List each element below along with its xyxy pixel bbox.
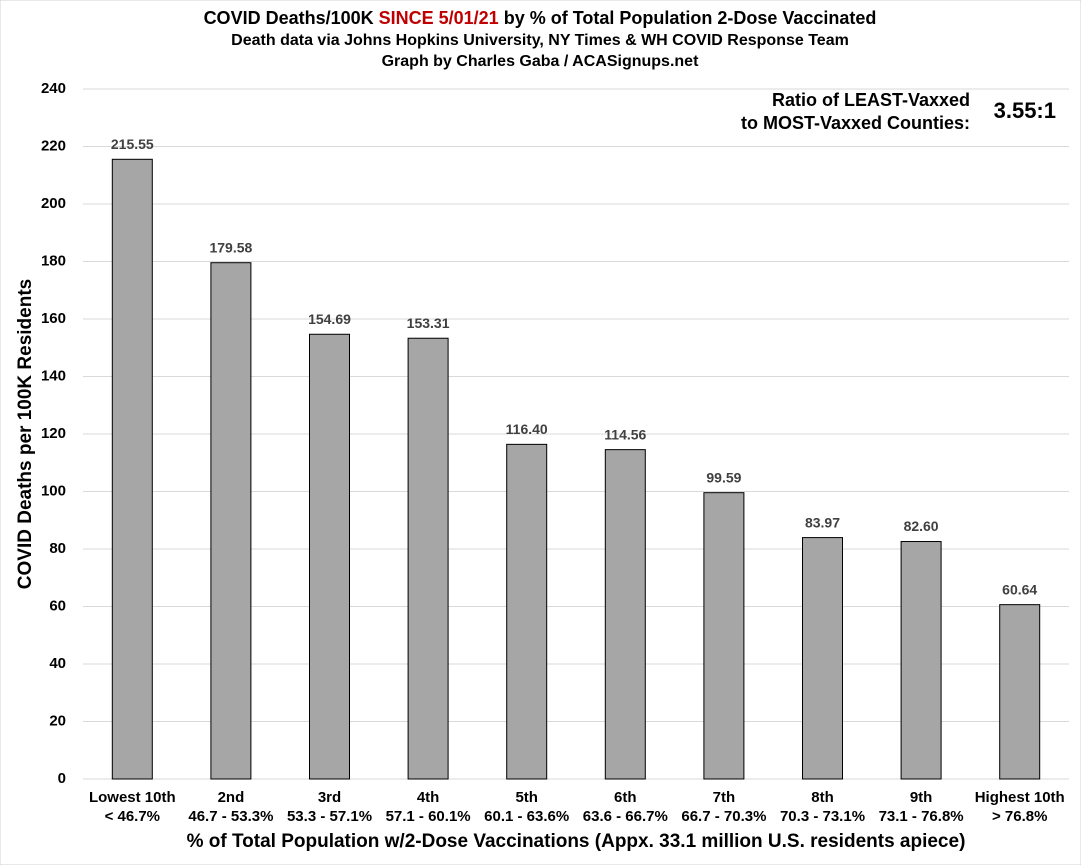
bar	[802, 537, 843, 780]
y-tick-label: 0	[58, 770, 66, 787]
x-tick-label: 70.3 - 73.1%	[780, 808, 865, 825]
x-tick-label: 5th	[515, 789, 538, 806]
y-tick-label: 80	[49, 540, 66, 557]
x-tick-label: 53.3 - 57.1%	[287, 808, 372, 825]
y-tick-label: 180	[41, 252, 66, 269]
bar	[309, 333, 350, 780]
x-tick-label: 73.1 - 76.8%	[879, 808, 964, 825]
x-tick-label: 9th	[910, 789, 933, 806]
y-tick-label: 120	[41, 425, 66, 442]
chart-subtitle: Death data via Johns Hopkins University,…	[231, 32, 849, 49]
value-label: 154.69	[308, 311, 351, 327]
bar	[111, 158, 153, 780]
chart-title: COVID Deaths/100K SINCE 5/01/21 by % of …	[204, 8, 877, 28]
bar	[900, 541, 942, 780]
x-tick-label: 3rd	[318, 789, 341, 806]
x-tick-label: < 46.7%	[105, 808, 160, 825]
value-label: 116.40	[506, 421, 548, 437]
bar	[407, 337, 449, 780]
x-tick-label: 46.7 - 53.3%	[188, 808, 273, 825]
value-label: 60.64	[1002, 581, 1037, 597]
annotation: to MOST-Vaxxed Counties:	[741, 113, 970, 133]
value-label: 114.56	[604, 426, 646, 442]
y-tick-label: 20	[49, 712, 66, 729]
y-axis-label: COVID Deaths per 100K Residents	[15, 279, 36, 589]
x-tick-label: Lowest 10th	[89, 789, 176, 806]
value-label: 179.58	[209, 239, 252, 255]
y-tick-label: 200	[41, 195, 66, 212]
bar	[604, 449, 646, 780]
value-label: 82.60	[904, 518, 939, 534]
y-tick-label: 60	[49, 597, 66, 614]
bar	[506, 443, 548, 780]
x-tick-label: 63.6 - 66.7%	[583, 808, 668, 825]
bar	[999, 604, 1041, 780]
title-part: COVID Deaths/100K	[204, 8, 379, 28]
y-tick-label: 100	[41, 482, 66, 499]
x-axis-label: % of Total Population w/2-Dose Vaccinati…	[187, 831, 966, 852]
annotation: Ratio of LEAST-Vaxxed	[772, 90, 970, 110]
y-tick-label: 140	[41, 367, 66, 384]
value-label: 153.31	[407, 315, 450, 331]
y-tick-label: 40	[49, 655, 66, 672]
y-tick-label: 160	[41, 310, 66, 327]
ratio-annotation: 3.55:1	[994, 98, 1056, 123]
chart-subtitle: Graph by Charles Gaba / ACASignups.net	[382, 53, 699, 70]
value-label: 215.55	[111, 136, 154, 152]
title-part: SINCE 5/01/21	[379, 8, 499, 28]
x-tick-label: 8th	[811, 789, 834, 806]
title-part: by % of Total Population 2-Dose Vaccinat…	[499, 8, 877, 28]
bar	[703, 492, 745, 780]
x-tick-label: 57.1 - 60.1%	[386, 808, 471, 825]
x-tick-label: 2nd	[218, 789, 245, 806]
bar	[210, 262, 252, 780]
x-tick-label: > 76.8%	[992, 808, 1047, 825]
x-tick-label: Highest 10th	[975, 789, 1065, 806]
y-tick-label: 240	[41, 80, 66, 97]
x-tick-label: 4th	[417, 789, 440, 806]
x-tick-label: 60.1 - 63.6%	[484, 808, 569, 825]
x-tick-label: 6th	[614, 789, 637, 806]
x-tick-label: 66.7 - 70.3%	[681, 808, 766, 825]
value-label: 99.59	[706, 469, 741, 485]
x-tick-label: 7th	[713, 789, 736, 806]
value-label: 83.97	[805, 514, 840, 530]
y-tick-label: 220	[41, 137, 66, 154]
